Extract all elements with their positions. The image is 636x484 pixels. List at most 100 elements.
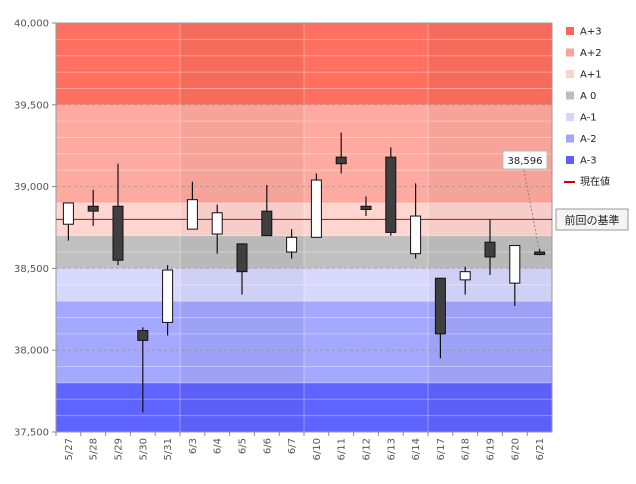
candle-body-down	[87, 205, 99, 212]
last-value-callout: 38,596	[502, 150, 548, 170]
candle-body-down	[360, 205, 372, 211]
candle	[335, 132, 347, 174]
x-tick-label: 6/19	[486, 438, 497, 460]
candle-body-down	[484, 241, 496, 258]
reference-label-text: 前回の基準	[565, 213, 620, 227]
x-tick-label: 6/11	[337, 438, 348, 460]
legend-label: A-3	[580, 156, 597, 167]
x-tick-label: 6/4	[213, 438, 224, 454]
candle	[459, 266, 471, 295]
candle	[534, 248, 546, 256]
week-shade-1	[180, 23, 304, 432]
candle	[484, 219, 496, 275]
y-tick-label: 38,500	[14, 264, 49, 275]
candle-body-up	[62, 202, 74, 225]
x-tick-label: 6/12	[362, 438, 373, 460]
x-axis: 5/27 5/28 5/29 5/30 5/31 6/3 6/4 6/5 6/6 6/7 6/10 6…	[55, 432, 546, 460]
candle-body-up	[162, 269, 174, 323]
legend-swatch	[566, 48, 574, 57]
legend-label: A+2	[580, 48, 602, 59]
legend-item: A-1	[566, 113, 597, 124]
legend-label: A-2	[580, 134, 597, 145]
x-tick-label: 6/21	[535, 438, 546, 460]
candle-body-up	[286, 236, 298, 253]
candle-body-down	[137, 330, 149, 341]
candle	[162, 265, 174, 336]
legend-label: A 0	[580, 91, 596, 102]
legend-label: A+1	[580, 70, 602, 81]
candle	[62, 202, 74, 241]
legend-item: A+1	[566, 70, 602, 81]
candle	[112, 163, 124, 266]
legend-item: A+3	[566, 27, 602, 38]
legend-label: 現在値	[580, 175, 610, 188]
candle-body-up	[410, 215, 422, 255]
candle-body-up	[211, 212, 223, 235]
candle	[137, 327, 149, 413]
band-Aminus2	[56, 301, 552, 383]
candle	[87, 189, 99, 226]
legend-item: A-3	[566, 156, 597, 167]
candle	[410, 183, 422, 259]
candle-body-down	[112, 205, 124, 261]
x-tick-label: 5/27	[64, 438, 75, 460]
legend-swatch	[566, 70, 574, 78]
x-tick-label: 6/5	[238, 438, 249, 454]
x-tick-label: 5/30	[138, 438, 149, 460]
candle	[261, 184, 273, 237]
candle	[310, 173, 322, 238]
legend-swatch	[566, 27, 574, 35]
candle-body-up	[310, 179, 322, 238]
legend-swatch	[566, 156, 574, 164]
callout-value: 38,596	[508, 156, 543, 167]
band-layer	[56, 23, 552, 432]
candle	[286, 229, 298, 259]
x-tick-label: 6/6	[262, 438, 273, 454]
x-tick-label: 6/13	[386, 438, 397, 460]
y-tick-label: 38,000	[14, 346, 49, 357]
candle-body-down	[534, 251, 546, 256]
band-A0	[56, 235, 552, 269]
candle	[236, 243, 248, 295]
x-tick-label: 6/20	[510, 438, 521, 460]
candle-body-down	[434, 277, 446, 335]
band-Aplus3	[56, 23, 552, 105]
legend-item: A-2	[566, 134, 597, 145]
y-tick-label: 39,500	[14, 100, 49, 111]
gridlines	[56, 38, 552, 417]
legend-item: 現在値	[564, 175, 610, 188]
candle	[385, 147, 397, 236]
x-tick-label: 5/31	[163, 438, 174, 460]
x-tick-label: 6/17	[436, 438, 447, 460]
band-Aminus3	[56, 382, 552, 432]
legend-swatch	[566, 134, 574, 143]
candles	[62, 132, 546, 413]
candle	[434, 277, 446, 359]
legend-label: A-1	[580, 113, 597, 124]
x-tick-label: 6/7	[287, 438, 298, 454]
x-tick-label: 6/14	[411, 438, 422, 460]
callout-box	[502, 150, 548, 170]
legend-item: A+2	[566, 48, 602, 59]
legend: A+3 A+2 A+1 A 0 A-1 A-2 A-3 現在値	[564, 27, 610, 188]
x-tick-label: 6/3	[188, 438, 199, 454]
candle-body-down	[236, 243, 248, 273]
candle	[509, 244, 521, 307]
x-tick-label: 5/29	[114, 438, 125, 460]
x-tick-label: 6/18	[461, 438, 472, 460]
y-tick-label: 39,000	[14, 182, 49, 193]
legend-label: A+3	[580, 27, 602, 38]
reference-label: 前回の基準	[555, 208, 629, 231]
y-tick-label: 40,000	[14, 19, 49, 30]
candle-body-down	[385, 156, 397, 233]
reference-label-box	[555, 208, 629, 231]
legend-item: A 0	[566, 91, 596, 102]
legend-swatch	[566, 113, 574, 121]
candle	[360, 196, 372, 217]
legend-swatch	[566, 91, 574, 100]
candle	[211, 204, 223, 254]
y-axis: 37,500 38,000 38,500 39,000 39,500 40,000	[14, 19, 56, 439]
candle-body-down	[261, 210, 273, 237]
